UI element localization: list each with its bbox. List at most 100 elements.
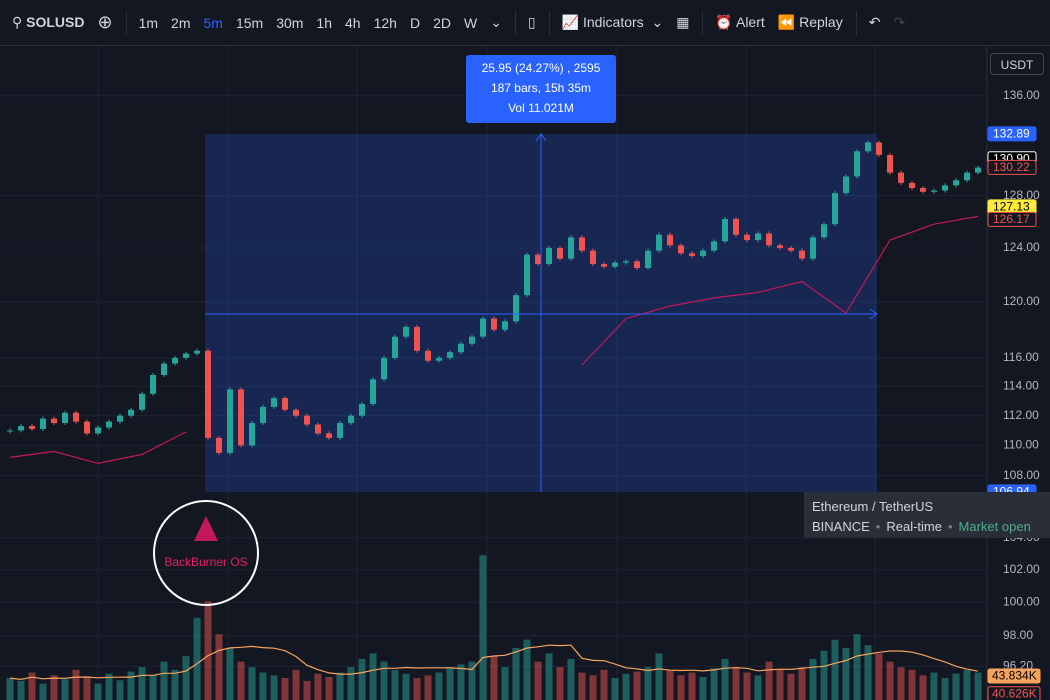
- candle: [975, 167, 981, 173]
- interval[interactable]: 2D: [433, 14, 451, 31]
- candle: [172, 357, 178, 364]
- interval[interactable]: W: [463, 14, 478, 31]
- volume-bar: [787, 673, 795, 700]
- candle: [777, 245, 783, 248]
- volume-bar: [512, 647, 520, 700]
- interval[interactable]: 5m: [203, 14, 223, 31]
- interval[interactable]: D: [409, 14, 421, 31]
- replay[interactable]: ⏪ Replay: [777, 14, 843, 30]
- volume-bar: [457, 664, 465, 700]
- candle: [832, 193, 838, 225]
- compare-line: [9, 215, 979, 465]
- volume-bar: [182, 656, 190, 700]
- volume-bar: [94, 683, 102, 700]
- candle: [634, 261, 640, 269]
- measure-tooltip: 25.95 (24.27%) , 2595 187 bars, 15h 35m …: [466, 55, 616, 123]
- symbol-text: SOLUSD: [26, 14, 85, 30]
- candle: [953, 180, 959, 186]
- volume-bar: [468, 661, 476, 700]
- interval[interactable]: 12h: [373, 14, 397, 31]
- volume-bar: [171, 669, 179, 700]
- candle: [139, 393, 145, 410]
- candle: [62, 412, 68, 424]
- volume-bar: [138, 667, 146, 700]
- price-tag-label: 127.13: [993, 200, 1030, 214]
- replay-text: Replay: [799, 14, 843, 30]
- measure-line: 25.95 (24.27%) , 2595: [481, 61, 601, 75]
- price-tag-label: 126.17: [993, 212, 1030, 226]
- candle: [645, 250, 651, 269]
- volume-bar: [743, 672, 751, 700]
- candle: [183, 353, 189, 358]
- candle: [469, 336, 475, 344]
- interval[interactable]: 2m: [171, 14, 191, 31]
- volume-bar: [149, 675, 157, 700]
- volume-bar: [974, 672, 982, 700]
- interval[interactable]: 30m: [276, 14, 304, 31]
- undo[interactable]: ↶: [868, 14, 881, 30]
- redo[interactable]: ↷: [893, 14, 906, 30]
- volume-tag: [987, 686, 1041, 700]
- volume-bar: [501, 667, 509, 700]
- candle: [612, 262, 618, 267]
- y-tick-label: 110.00: [1003, 438, 1039, 452]
- more[interactable]: ⌄: [490, 14, 502, 30]
- y-tick-label: 136.00: [1003, 88, 1040, 102]
- interval[interactable]: 1m: [138, 14, 159, 31]
- candle: [854, 151, 860, 177]
- candle: [810, 237, 816, 259]
- volume-bar: [479, 555, 487, 700]
- candle: [282, 398, 288, 410]
- candle: [546, 247, 552, 264]
- candle: [788, 247, 794, 251]
- indicators[interactable]: 📈 Indicators ⌄: [561, 14, 664, 30]
- candle: [304, 415, 310, 425]
- volume-bar: [864, 645, 872, 700]
- candle: [920, 187, 926, 192]
- volume-bar: [193, 617, 201, 700]
- volume-bar: [655, 653, 663, 700]
- candle: [590, 250, 596, 264]
- symbol[interactable]: ⚲ SOLUSD: [12, 14, 85, 30]
- volume-bar: [666, 669, 674, 700]
- candle: [821, 224, 827, 238]
- layouts[interactable]: ▦: [676, 14, 690, 30]
- volume-bar: [688, 672, 696, 700]
- volume-bar: [567, 658, 575, 700]
- measure-line: Vol 11.021M: [508, 101, 574, 115]
- interval[interactable]: 4h: [345, 14, 361, 31]
- volume-bar: [919, 675, 927, 700]
- volume-bar: [204, 601, 212, 700]
- y-tick-label: 120.00: [1003, 294, 1040, 308]
- volume-ma: [9, 644, 979, 681]
- alert[interactable]: ⏰ Alert: [715, 14, 765, 30]
- sep: [855, 10, 857, 35]
- volume-bar: [28, 672, 36, 700]
- candle: [359, 403, 365, 416]
- y-tick-label: 108.00: [1003, 468, 1040, 482]
- add-symbol[interactable]: ⊕: [97, 12, 113, 32]
- y-tick-label: 114.00: [1003, 379, 1039, 393]
- volume-bar: [886, 661, 894, 700]
- status: Market open: [958, 519, 1031, 534]
- volume-bar: [303, 680, 311, 700]
- volume-bar: [160, 661, 168, 700]
- volume-bar: [347, 667, 355, 700]
- interval[interactable]: 1h: [316, 14, 332, 31]
- candle: [315, 424, 321, 434]
- interval[interactable]: 15m: [235, 14, 264, 31]
- candle: [480, 318, 486, 337]
- price-tag: [987, 159, 1037, 175]
- candle: [579, 237, 585, 251]
- y-tick-label: 128.00: [1003, 188, 1040, 202]
- candle: [458, 343, 464, 353]
- volume-bar: [490, 656, 498, 700]
- volume-bar: [116, 680, 124, 700]
- intervals: 1m 2m 5m 15m 30m 1h 4h 12h D 2D W: [139, 15, 491, 31]
- chart-type[interactable]: ▯: [527, 14, 536, 30]
- currency[interactable]: USDT: [990, 53, 1044, 75]
- candle: [689, 253, 695, 256]
- volume-bar: [61, 679, 69, 700]
- candle: [436, 357, 442, 361]
- candle: [876, 142, 882, 155]
